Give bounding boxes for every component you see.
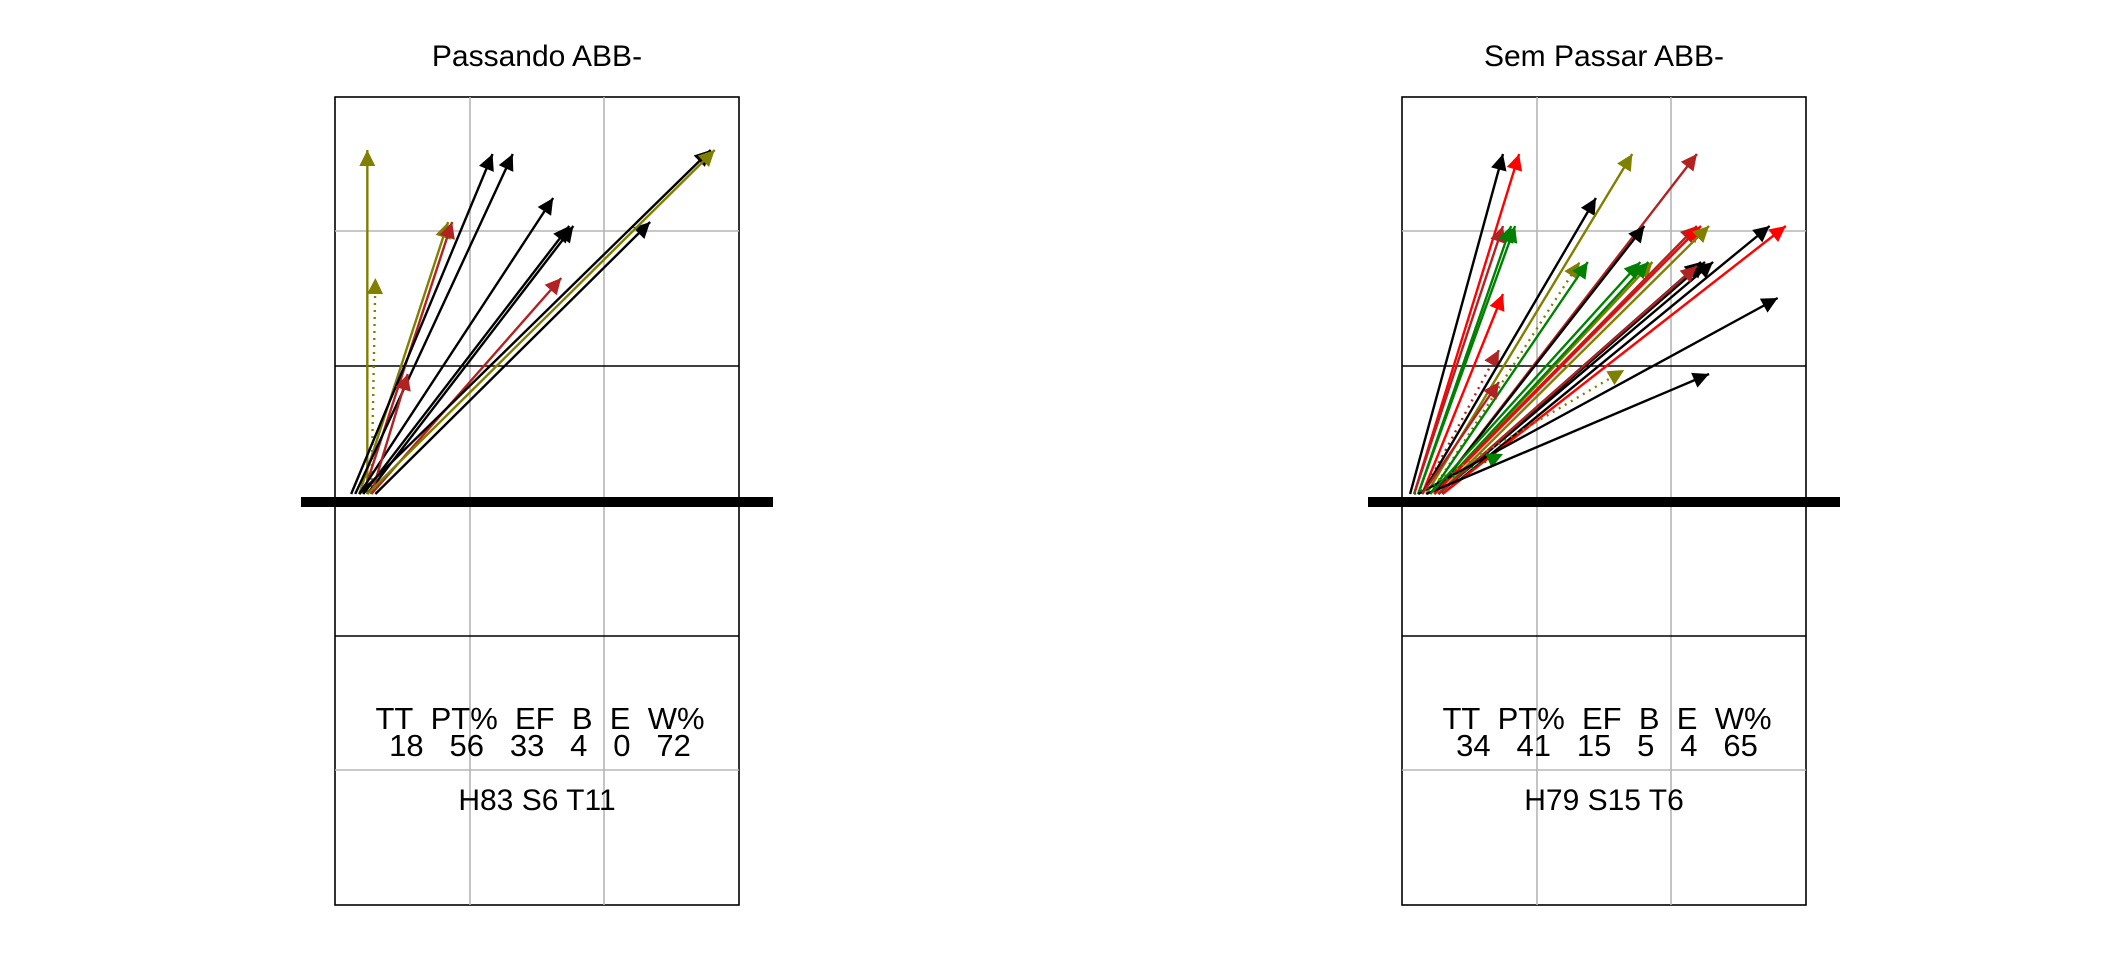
stat-header-pt: PT%	[430, 701, 498, 736]
attack-arrow	[1433, 225, 1702, 495]
stat-value-pt: 41	[1516, 728, 1551, 763]
arrow-head	[1485, 453, 1503, 468]
arrow-head	[697, 150, 715, 167]
arrow-head	[359, 150, 376, 166]
stat-header-w: W%	[1714, 701, 1772, 736]
arrow-head	[1489, 294, 1505, 312]
attack-arrow	[1429, 261, 1642, 495]
attack-arrow	[370, 373, 409, 495]
arrow-head	[1680, 154, 1697, 172]
attack-arrow	[1417, 296, 1779, 496]
stat-value-b: 4	[570, 728, 588, 763]
summary-text: H83 S6 T11	[458, 784, 616, 817]
attack-arrow	[358, 221, 450, 495]
attack-arrow	[366, 149, 716, 495]
arrow-head	[1506, 154, 1523, 172]
attack-arrow	[1421, 381, 1500, 495]
stat-value-e: 4	[1680, 728, 1698, 763]
arrow-head	[1580, 198, 1596, 216]
stat-header-ef: EF	[1582, 701, 1622, 736]
stats-value-row: 34 41 15 5 4 65	[1442, 730, 1772, 761]
attack-arrow	[1413, 368, 1625, 496]
attack-arrow	[1437, 265, 1698, 495]
stats-value-row: 18 56 33 4 0 72	[375, 730, 705, 761]
arrow-head	[1752, 226, 1770, 243]
arrow-head	[1606, 370, 1625, 386]
stat-value-ef: 33	[509, 728, 545, 763]
arrow-head	[1631, 262, 1649, 280]
stat-value-b: 5	[1637, 728, 1655, 763]
attack-arrow	[1441, 225, 1771, 495]
arrow-head	[1691, 372, 1710, 388]
arrow-head	[1564, 262, 1580, 280]
attack-arrow	[1408, 153, 1505, 495]
stats-header-row: TT PT% EF B E W%	[375, 703, 705, 734]
panel-title: Sem Passar ABB-	[1483, 40, 1725, 73]
panel-title: Passando ABB-	[431, 40, 643, 73]
arrow-head	[544, 278, 562, 296]
attack-arrow	[358, 197, 555, 495]
arrow-head	[1759, 298, 1778, 313]
arrow-head	[1768, 226, 1786, 243]
arrow-head	[367, 278, 384, 295]
attack-arrow	[366, 225, 575, 495]
attack-arrow	[350, 153, 494, 495]
attack-arrow	[1437, 225, 1710, 495]
arrow-head	[1692, 226, 1710, 243]
arrow-head	[1628, 226, 1645, 244]
arrow-head	[1623, 262, 1641, 280]
stat-value-w: 65	[1723, 728, 1758, 763]
stat-value-e: 0	[613, 728, 631, 763]
arrow-head	[1617, 154, 1633, 172]
stat-value-ef: 15	[1576, 728, 1612, 763]
stat-header-tt: TT	[1442, 701, 1481, 736]
attack-arrow	[1412, 153, 1521, 495]
arrow-head	[439, 222, 455, 240]
attack-arrow	[358, 149, 712, 495]
attack-arrow	[354, 153, 514, 495]
stat-header-b: B	[1638, 701, 1660, 736]
stat-value-w: 72	[656, 728, 691, 763]
panel-sem-passar	[1368, 96, 1840, 906]
arrow-head	[1679, 266, 1697, 283]
stat-header-w: W%	[647, 701, 705, 736]
attack-arrow	[362, 225, 571, 495]
attack-arrow	[1417, 225, 1517, 495]
attack-arrow	[1433, 261, 1650, 495]
stat-header-e: E	[1676, 701, 1698, 736]
stat-value-pt: 56	[449, 728, 484, 763]
stat-header-tt: TT	[375, 701, 414, 736]
panel-passando	[301, 96, 773, 906]
arrow-head	[1484, 350, 1499, 368]
summary-text: H79 S15 T6	[1524, 784, 1684, 817]
attack-arrow	[1412, 225, 1505, 495]
attack-arrow	[1437, 261, 1714, 495]
arrow-head	[1572, 262, 1588, 280]
attack-arrow	[1425, 372, 1710, 496]
attack-arrows	[1408, 153, 1787, 496]
arrow-head	[1483, 382, 1499, 400]
arrow-head	[537, 198, 554, 216]
stat-value-tt: 34	[1456, 728, 1491, 763]
attack-arrow	[374, 221, 651, 495]
arrow-head	[557, 226, 574, 244]
arrow-head	[1502, 226, 1518, 244]
stat-header-b: B	[571, 701, 593, 736]
attack-arrow	[1429, 261, 1589, 495]
arrow-head	[1695, 262, 1714, 279]
stat-header-ef: EF	[515, 701, 555, 736]
arrow-head	[479, 154, 494, 172]
arrow-head	[498, 154, 514, 172]
stats-header-row: TT PT% EF B E W%	[1442, 703, 1772, 734]
stat-header-pt: PT%	[1497, 701, 1565, 736]
arrow-head	[395, 374, 411, 392]
stat-header-e: E	[609, 701, 631, 736]
attack-arrows	[350, 149, 716, 495]
attack-arrow	[1421, 293, 1505, 495]
arrow-head	[1491, 154, 1507, 172]
attack-arrow	[1421, 197, 1597, 495]
stat-value-tt: 18	[389, 728, 424, 763]
